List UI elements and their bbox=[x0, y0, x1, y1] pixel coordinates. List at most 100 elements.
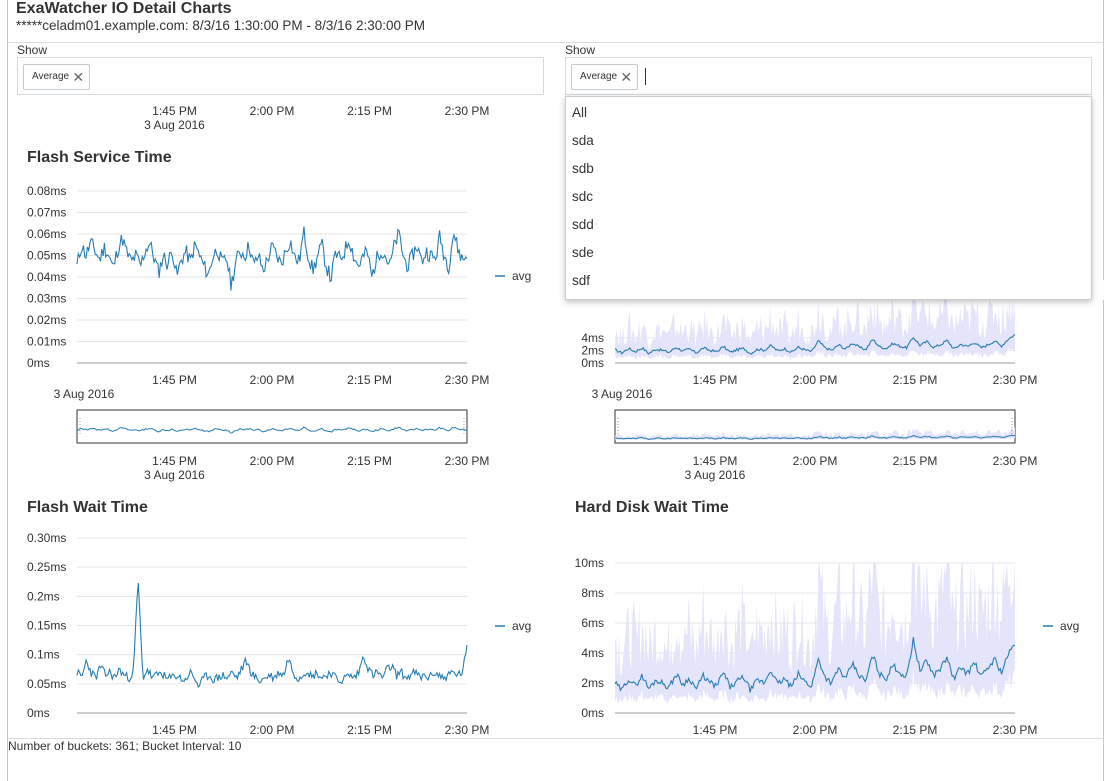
dropdown-option-sda[interactable]: sda bbox=[572, 133, 594, 148]
y-tick-label: 0.06ms bbox=[27, 227, 66, 241]
right-top-date: 3 Aug 2016 bbox=[592, 387, 653, 401]
overview-right-axis-tick-3: 2:30 PM bbox=[993, 454, 1038, 468]
legend-label: avg bbox=[512, 269, 531, 283]
overview-left-axis-tick-3: 2:30 PM bbox=[445, 454, 490, 468]
dropdown-option-sdc[interactable]: sdc bbox=[572, 189, 594, 204]
top-time-axis-date: 3 Aug 2016 bbox=[144, 118, 205, 132]
y-tick-label: 0.05ms bbox=[27, 677, 66, 691]
legend-label: avg bbox=[512, 619, 531, 633]
flash-service-x-tick-1: 2:00 PM bbox=[250, 373, 295, 387]
series-range-band bbox=[615, 300, 1015, 360]
series-line-avg bbox=[614, 637, 1016, 693]
flash-service-x-tick-3: 2:30 PM bbox=[445, 373, 490, 387]
flash-wait-x-tick-1: 2:00 PM bbox=[250, 723, 295, 737]
y-tick-label: 10ms bbox=[575, 556, 604, 570]
top-time-axis-tick-2: 2:15 PM bbox=[347, 104, 392, 118]
dropdown-option-all[interactable]: All bbox=[572, 105, 588, 120]
series-range-band bbox=[615, 563, 1015, 705]
y-tick-label: 0.07ms bbox=[27, 206, 66, 220]
overview-right-axis-tick-0: 1:45 PM bbox=[693, 454, 738, 468]
top-time-axis-tick-3: 2:30 PM bbox=[445, 104, 490, 118]
y-tick-label: 0ms bbox=[581, 356, 604, 370]
y-tick-label: 0ms bbox=[27, 706, 50, 720]
overview-right-axis-tick-2: 2:15 PM bbox=[893, 454, 938, 468]
y-tick-label: 4ms bbox=[581, 331, 604, 345]
top-time-axis-tick-0: 1:45 PM bbox=[152, 104, 197, 118]
overview-line bbox=[614, 434, 1016, 441]
hard-disk-x-tick-3: 2:30 PM bbox=[993, 723, 1038, 737]
window-frame bbox=[7, 0, 1104, 781]
y-tick-label: 8ms bbox=[581, 586, 604, 600]
y-tick-label: 0.01ms bbox=[27, 335, 66, 349]
page-title: ExaWatcher IO Detail Charts bbox=[16, 0, 232, 17]
text-caret bbox=[645, 68, 646, 85]
y-tick-label: 0.02ms bbox=[27, 313, 66, 327]
series-line-avg bbox=[614, 333, 1016, 355]
y-tick-label: 0.2ms bbox=[27, 589, 60, 603]
hard-disk-x-tick-2: 2:15 PM bbox=[893, 723, 938, 737]
series-line-avg bbox=[76, 226, 468, 291]
overview-window bbox=[76, 409, 468, 444]
dropdown-option-sde[interactable]: sde bbox=[572, 245, 594, 260]
right-top-x-tick-3: 2:30 PM bbox=[993, 373, 1038, 387]
flash-service-date: 3 Aug 2016 bbox=[54, 387, 115, 401]
y-tick-label: 0.03ms bbox=[27, 292, 66, 306]
overview-left-axis-tick-2: 2:15 PM bbox=[347, 454, 392, 468]
legend-label: avg bbox=[1060, 619, 1079, 633]
y-tick-label: 0.30ms bbox=[27, 531, 66, 545]
right-top-x-tick-1: 2:00 PM bbox=[793, 373, 838, 387]
overview-right-axis-date: 3 Aug 2016 bbox=[685, 468, 746, 482]
flash-wait-x-tick-3: 2:30 PM bbox=[445, 723, 490, 737]
hard-disk-x-tick-0: 1:45 PM bbox=[693, 723, 738, 737]
flash-wait-x-tick-0: 1:45 PM bbox=[152, 723, 197, 737]
close-icon[interactable]: ✕ bbox=[620, 69, 633, 85]
footer-divider bbox=[8, 738, 1103, 739]
dropdown-option-sdf[interactable]: sdf bbox=[572, 273, 591, 288]
hard-disk-x-tick-1: 2:00 PM bbox=[793, 723, 838, 737]
y-tick-label: 0ms bbox=[581, 706, 604, 720]
overview-left-axis-date: 3 Aug 2016 bbox=[144, 468, 205, 482]
flash-service-x-tick-2: 2:15 PM bbox=[347, 373, 392, 387]
y-tick-label: 4ms bbox=[581, 646, 604, 660]
chart-title-flash-service: Flash Service Time bbox=[27, 149, 172, 166]
page-subtitle: *****celadm01.example.com: 8/3/16 1:30:0… bbox=[16, 18, 425, 33]
y-tick-label: 0.1ms bbox=[27, 648, 60, 662]
show-label-left: Show bbox=[17, 43, 48, 57]
overview-left-axis-tick-0: 1:45 PM bbox=[152, 454, 197, 468]
device-dropdown[interactable]: All sda sdb sdc sdd sde sdf bbox=[565, 96, 1092, 300]
average-chip-left[interactable]: Average ✕ bbox=[23, 64, 91, 90]
y-tick-label: 0.15ms bbox=[27, 619, 66, 633]
top-time-axis-tick-1: 2:00 PM bbox=[250, 104, 295, 118]
dropdown-option-sdb[interactable]: sdb bbox=[572, 161, 594, 176]
chart-title-flash-wait: Flash Wait Time bbox=[27, 499, 148, 516]
right-top-x-tick-0: 1:45 PM bbox=[693, 373, 738, 387]
show-label-right: Show bbox=[565, 43, 596, 57]
overview-right-axis-tick-1: 2:00 PM bbox=[793, 454, 838, 468]
overview-left-axis-tick-1: 2:00 PM bbox=[250, 454, 295, 468]
overview-band bbox=[615, 427, 1015, 441]
filter-box-right[interactable]: Average ✕ bbox=[565, 57, 1092, 95]
dropdown-option-sdd[interactable]: sdd bbox=[572, 217, 594, 232]
y-tick-label: 0.04ms bbox=[27, 270, 66, 284]
y-tick-label: 0.05ms bbox=[27, 249, 66, 263]
close-icon[interactable]: ✕ bbox=[72, 69, 85, 85]
chip-label: Average bbox=[32, 71, 70, 82]
flash-wait-x-tick-2: 2:15 PM bbox=[347, 723, 392, 737]
right-top-x-tick-2: 2:15 PM bbox=[893, 373, 938, 387]
flash-service-x-tick-0: 1:45 PM bbox=[152, 373, 197, 387]
chart-title-hard-disk-wait: Hard Disk Wait Time bbox=[575, 499, 729, 516]
bucket-info: Number of buckets: 361; Bucket Interval:… bbox=[8, 739, 242, 753]
y-tick-label: 0.08ms bbox=[27, 184, 66, 198]
y-tick-label: 0ms bbox=[27, 356, 50, 370]
y-tick-label: 2ms bbox=[581, 343, 604, 357]
filter-box-left[interactable]: Average ✕ bbox=[17, 57, 544, 95]
average-chip-right[interactable]: Average ✕ bbox=[571, 64, 639, 90]
y-tick-label: 2ms bbox=[581, 676, 604, 690]
y-tick-label: 0.25ms bbox=[27, 560, 66, 574]
overview-line bbox=[76, 426, 468, 434]
y-tick-label: 6ms bbox=[581, 616, 604, 630]
series-line-avg bbox=[76, 582, 468, 689]
chip-label: Average bbox=[580, 71, 618, 82]
header-divider bbox=[8, 42, 1103, 43]
